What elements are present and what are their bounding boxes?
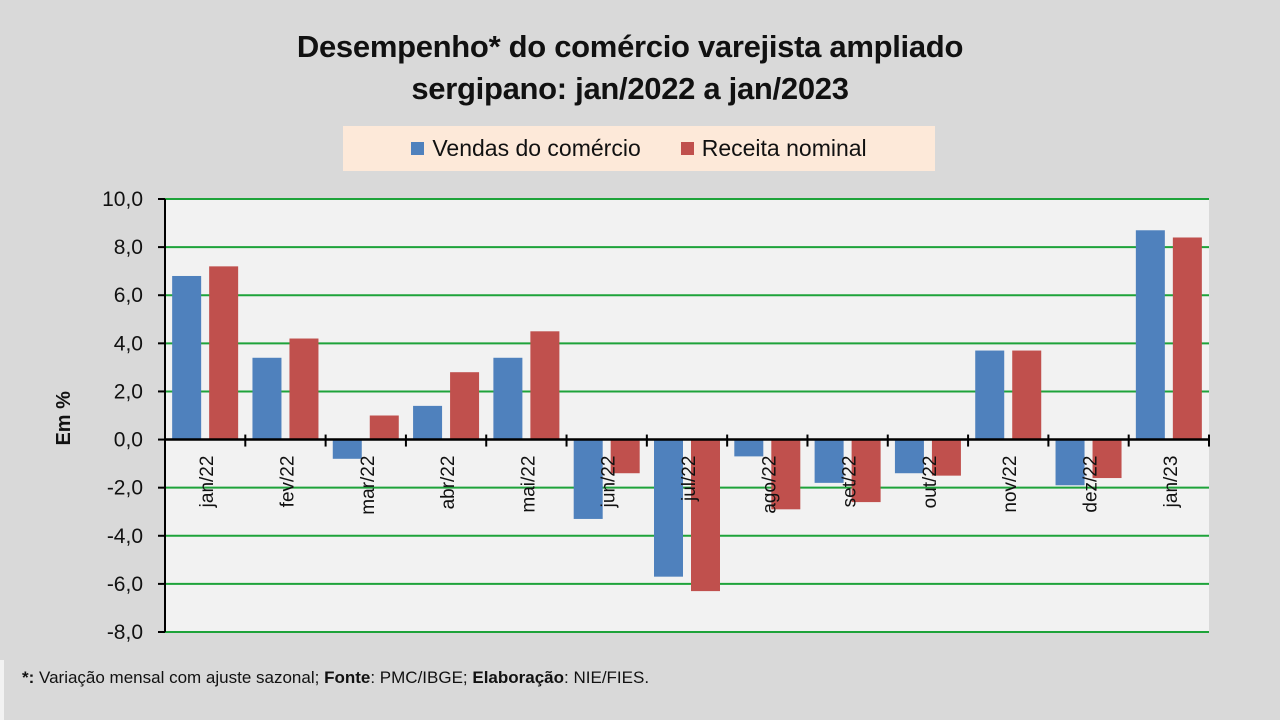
bar-vendas: [573, 439, 603, 519]
footnote: *: Variação mensal com ajuste sazonal; F…: [22, 668, 649, 688]
y-tick-label: -2,0: [107, 477, 143, 500]
bar-vendas: [332, 439, 362, 459]
footnote-author-text: : NIE/FIES.: [564, 668, 650, 687]
bars: [172, 230, 1202, 592]
legend-item-vendas: Vendas do comércio: [411, 135, 641, 162]
x-tick-label: jan/22: [197, 456, 218, 509]
bar-vendas: [493, 357, 523, 440]
footnote-author-label: Elaboração: [472, 668, 565, 687]
bar-vendas: [172, 275, 202, 440]
chart-title-line-1: Desempenho* do comércio varejista amplia…: [296, 29, 964, 64]
footnote-text: Variação mensal com ajuste sazonal;: [34, 668, 325, 687]
legend-swatch-vendas: [411, 142, 425, 155]
chart-legend: Vendas do comércio Receita nominal: [343, 126, 935, 171]
y-tick-label: -8,0: [107, 621, 143, 644]
bar-vendas: [975, 350, 1005, 440]
x-tick-label: fev/22: [277, 456, 298, 508]
bar-receita: [610, 439, 640, 474]
y-tick-label: 6,0: [114, 284, 143, 307]
y-tick-label: -4,0: [107, 525, 143, 548]
bar-receita: [530, 331, 560, 440]
bar-receita: [369, 415, 399, 440]
y-tick-label: 0,0: [114, 429, 143, 452]
bar-vendas: [1135, 230, 1165, 440]
y-tick-label: 8,0: [114, 236, 143, 259]
x-tick-label: mar/22: [358, 456, 379, 515]
x-tick-labels: jan/22 fev/22 mar/22 abr/22 mai/22 jun/22 jul/…: [197, 456, 1182, 515]
x-tick-label: jul/22: [679, 456, 700, 502]
bar-receita: [1172, 237, 1202, 440]
chart-title-line-2: sergipano: jan/2022 a jan/2023: [411, 71, 849, 106]
bar-receita: [289, 338, 319, 440]
y-tick-labels: 10,0 8,0 6,0 4,0 2,0 0,0 -2,0 -4,0 -6,0 -8,0: [102, 188, 143, 644]
footnote-source-label: Fonte: [324, 668, 371, 687]
plot-area: [165, 199, 1209, 632]
legend-item-receita: Receita nominal: [680, 135, 867, 162]
x-tick-label: jan/23: [1161, 456, 1182, 509]
bar-vendas: [1055, 439, 1085, 486]
legend-swatch-receita: [680, 142, 694, 155]
footer-edge-strip: [0, 660, 4, 720]
y-tick-label: 10,0: [102, 188, 143, 211]
y-tick-label: -6,0: [107, 573, 143, 596]
bar-vendas: [654, 439, 683, 577]
bar-vendas: [252, 357, 282, 440]
bar-vendas: [814, 439, 844, 483]
bar-receita: [931, 439, 961, 476]
x-tick-label: dez/22: [1081, 456, 1102, 513]
x-tick-label: ago/22: [759, 456, 780, 514]
axes: [158, 198, 1210, 633]
y-tick-label: 2,0: [114, 380, 143, 403]
bar-receita: [450, 372, 480, 440]
bar-receita: [851, 439, 881, 503]
legend-label-receita: Receita nominal: [701, 135, 867, 161]
bar-vendas: [413, 405, 443, 440]
x-tick-label: jun/22: [599, 456, 620, 509]
bar-receita: [1092, 439, 1122, 479]
x-tick-label: nov/22: [1000, 456, 1021, 513]
bar-vendas: [894, 439, 924, 474]
x-tick-label: mai/22: [518, 456, 539, 513]
legend-label-vendas: Vendas do comércio: [432, 135, 641, 161]
x-tick-label: set/22: [840, 456, 861, 508]
bar-receita: [771, 439, 801, 510]
footnote-mark: *:: [22, 668, 35, 687]
x-tick-label: out/22: [920, 456, 941, 509]
bar-receita: [209, 266, 239, 440]
y-tick-label: 4,0: [114, 332, 143, 355]
y-axis-label: Em %: [53, 391, 75, 446]
bar-receita: [691, 439, 720, 592]
footnote-source-text: : PMC/IBGE;: [370, 668, 473, 687]
x-tick-label: abr/22: [438, 456, 459, 510]
bar-receita: [1012, 350, 1042, 440]
chart-title: Desempenho* do comércio varejista amplia…: [0, 26, 1260, 110]
bar-vendas: [734, 439, 764, 457]
